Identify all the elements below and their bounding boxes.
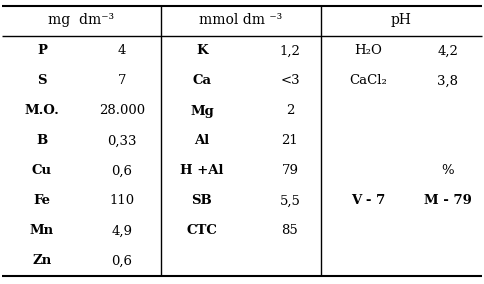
Text: 110: 110 <box>109 195 135 208</box>
Text: S: S <box>37 74 47 87</box>
Text: H +Al: H +Al <box>180 164 224 178</box>
Text: SB: SB <box>192 195 212 208</box>
Text: 4,9: 4,9 <box>111 224 133 237</box>
Text: 4: 4 <box>118 45 126 57</box>
Text: 3,8: 3,8 <box>438 74 458 87</box>
Text: CTC: CTC <box>186 224 217 237</box>
Text: M - 79: M - 79 <box>424 195 472 208</box>
Text: <3: <3 <box>280 74 300 87</box>
Text: 85: 85 <box>282 224 298 237</box>
Text: 2: 2 <box>286 105 294 118</box>
Text: pH: pH <box>391 13 412 27</box>
Text: 0,6: 0,6 <box>111 164 133 178</box>
Text: M.O.: M.O. <box>25 105 60 118</box>
Text: K: K <box>196 45 208 57</box>
Text: 21: 21 <box>282 135 298 147</box>
Text: 5,5: 5,5 <box>280 195 301 208</box>
Text: P: P <box>37 45 47 57</box>
Text: Cu: Cu <box>32 164 52 178</box>
Text: 28.000: 28.000 <box>99 105 145 118</box>
Text: mmol dm ⁻³: mmol dm ⁻³ <box>199 13 283 27</box>
Text: Zn: Zn <box>32 254 52 268</box>
Text: 0,6: 0,6 <box>111 254 133 268</box>
Text: CaCl₂: CaCl₂ <box>349 74 387 87</box>
Text: 0,33: 0,33 <box>107 135 137 147</box>
Text: 79: 79 <box>282 164 299 178</box>
Text: 4,2: 4,2 <box>438 45 458 57</box>
Text: Ca: Ca <box>193 74 212 87</box>
Text: Fe: Fe <box>33 195 50 208</box>
Text: Mg: Mg <box>190 105 214 118</box>
Text: Mn: Mn <box>30 224 54 237</box>
Text: Al: Al <box>195 135 210 147</box>
Text: V - 7: V - 7 <box>351 195 385 208</box>
Text: 1,2: 1,2 <box>280 45 301 57</box>
Text: 7: 7 <box>118 74 126 87</box>
Text: %: % <box>442 164 454 178</box>
Text: H₂O: H₂O <box>354 45 382 57</box>
Text: mg  dm⁻³: mg dm⁻³ <box>48 13 115 27</box>
Text: B: B <box>36 135 47 147</box>
